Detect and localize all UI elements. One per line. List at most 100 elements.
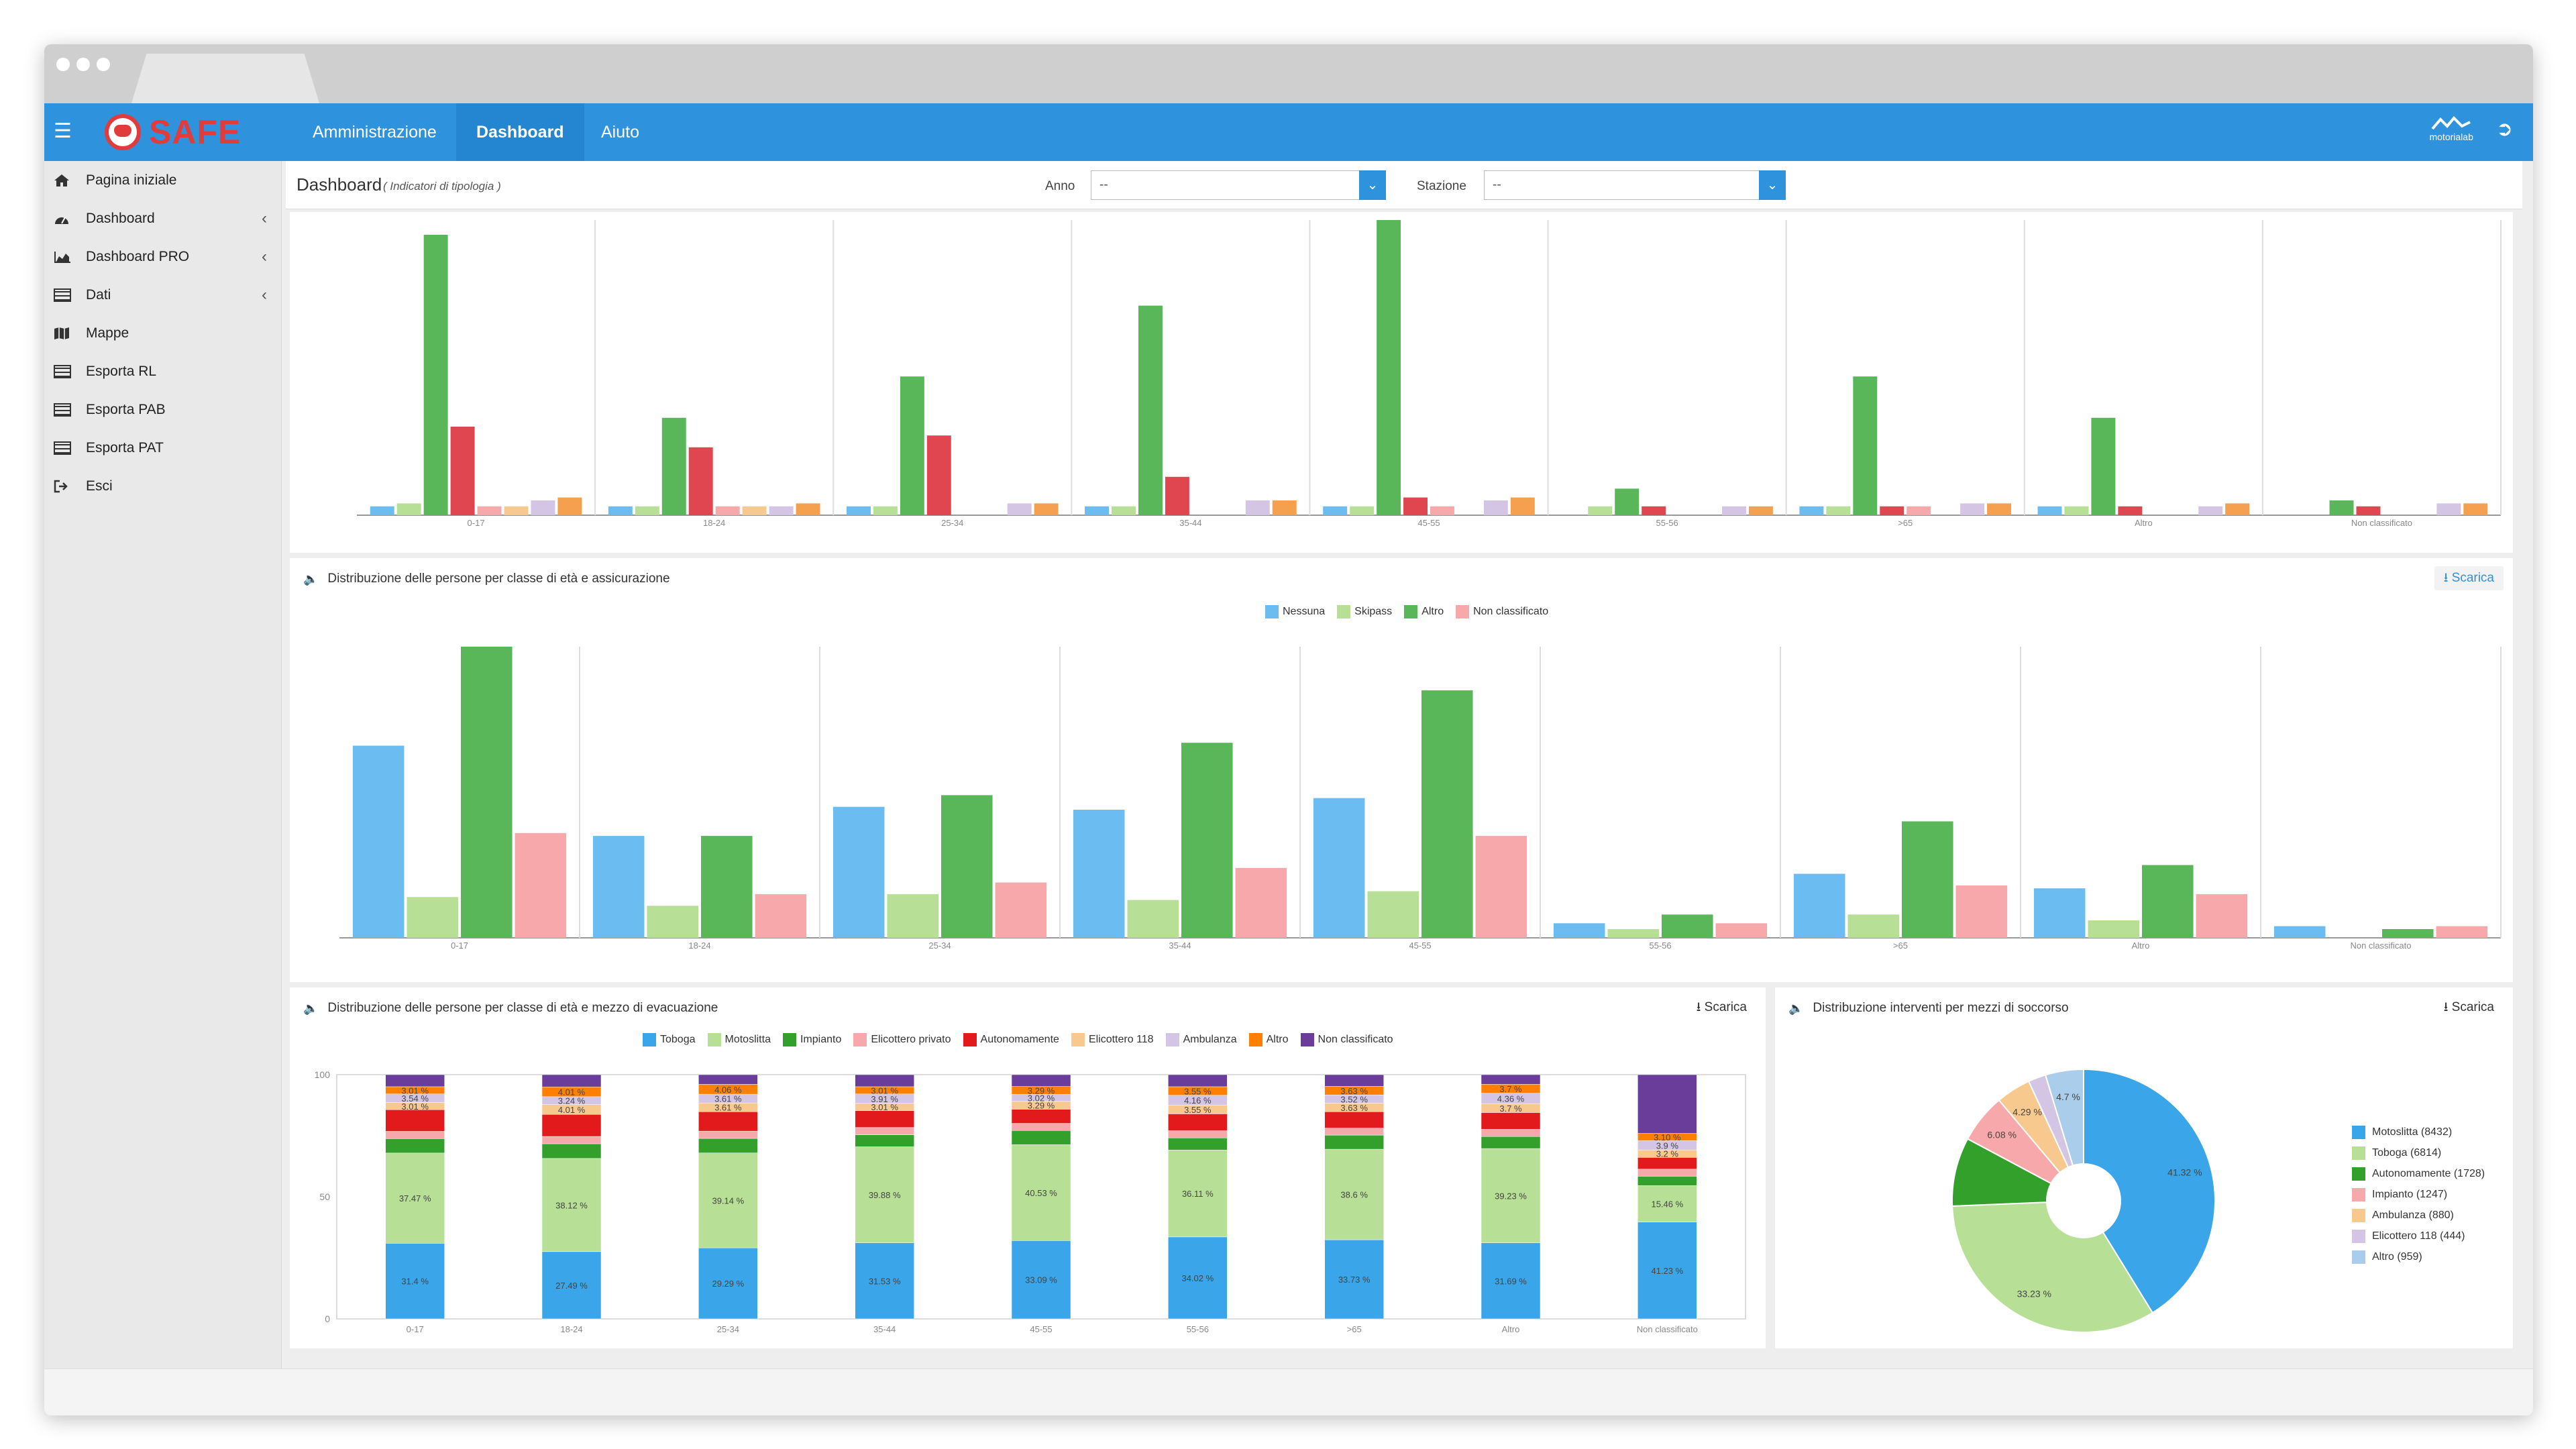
nav-amministrazione[interactable]: Amministrazione [313, 123, 437, 142]
bar-altro-35-44[interactable] [1181, 743, 1233, 938]
download-evacuation-button[interactable]: ⭳ Scarica [1687, 996, 1756, 1020]
stacked-bar-motoslitta-35-44[interactable] [855, 1146, 914, 1243]
bar-altro-45-55[interactable] [1421, 690, 1473, 938]
sidebar-item-dashboard[interactable]: Dashboard ‹ [44, 199, 282, 237]
bar-non-classificato-25-34[interactable] [995, 882, 1047, 938]
bar-altro-18-24[interactable] [701, 836, 753, 938]
nav-aiuto[interactable]: Aiuto [601, 123, 639, 142]
bar-non-classificato-0-17[interactable] [515, 833, 567, 938]
bar-altro-non-classificato[interactable] [2382, 928, 2434, 938]
bar-series-7-non-classificato[interactable] [2463, 503, 2488, 515]
bar-altro-55-56[interactable] [1662, 914, 1713, 938]
legend-item-non-classificato[interactable]: Non classificato [1456, 605, 1548, 619]
bar-series-1-65[interactable] [1826, 506, 1851, 515]
bar-series-7-35-44[interactable] [1272, 500, 1297, 515]
browser-tab[interactable] [131, 54, 319, 103]
bar-series-7-0-17[interactable] [557, 497, 582, 515]
stacked-bar-motoslitta-altro[interactable] [1481, 1148, 1541, 1243]
bar-series-1-45-55[interactable] [1350, 506, 1375, 515]
bar-series-0-25-34[interactable] [846, 506, 871, 515]
bar-series-0-35-44[interactable] [1085, 506, 1110, 515]
bar-nessuna-25-34[interactable] [833, 806, 885, 938]
window-dot-icon[interactable] [76, 58, 90, 71]
bar-nessuna-altro[interactable] [2033, 888, 2086, 938]
download-rescue-button[interactable]: ⭳ Scarica [2434, 996, 2504, 1020]
bar-series-6-0-17[interactable] [531, 500, 555, 515]
bar-series-0-18-24[interactable] [608, 506, 633, 515]
sidebar-item-mappe[interactable]: Mappe [44, 314, 282, 352]
bar-series-2-35-44[interactable] [1138, 305, 1163, 515]
stacked-bar-toboga-18-24[interactable] [541, 1251, 602, 1320]
stacked-bar-motoslitta-non-classificato[interactable] [1638, 1185, 1697, 1222]
bar-non-classificato-non-classificato[interactable] [2436, 926, 2488, 938]
bar-series-1-0-17[interactable] [396, 503, 421, 515]
stacked-bar-autonomamente-18-24[interactable] [541, 1114, 602, 1137]
chevron-down-icon[interactable]: ⌄ [1359, 170, 1386, 200]
bar-non-classificato-65[interactable] [1955, 885, 2008, 938]
bar-series-2-55-56[interactable] [1615, 488, 1640, 515]
bar-series-3-altro[interactable] [2118, 506, 2143, 515]
bar-series-3-18-24[interactable] [688, 447, 713, 515]
stacked-bar-motoslitta-25-34[interactable] [698, 1152, 758, 1248]
bar-series-6-65[interactable] [1960, 503, 1985, 515]
stacked-bar-motoslitta-0-17[interactable] [385, 1152, 445, 1244]
stacked-bar-non-classificato-18-24[interactable] [541, 1074, 602, 1087]
stazione-select[interactable]: -- ⌄ [1484, 170, 1786, 200]
bar-series-7-45-55[interactable] [1510, 497, 1535, 515]
stacked-bar-autonomamente-55-56[interactable] [1168, 1114, 1228, 1131]
bar-series-6-altro[interactable] [2198, 506, 2223, 515]
bar-series-1-18-24[interactable] [635, 506, 659, 515]
legend-item-non-classificato[interactable]: Non classificato [1300, 1033, 1393, 1046]
stacked-bar-elicottero-privato-altro[interactable] [1481, 1129, 1541, 1137]
hamburger-menu-icon[interactable]: ☰ [54, 120, 72, 142]
bar-series-3-65[interactable] [1880, 506, 1904, 515]
bar-series-2-altro[interactable] [2091, 417, 2116, 515]
legend-item-nessuna[interactable]: Nessuna [1265, 605, 1325, 619]
app-logo[interactable]: SAFE [105, 111, 241, 153]
legend-item-altro[interactable]: Altro [1404, 605, 1444, 619]
stacked-bar-elicottero-privato-35-44[interactable] [855, 1127, 914, 1135]
bar-nessuna-55-56[interactable] [1553, 923, 1605, 938]
bar-series-4-65[interactable] [1907, 506, 1931, 515]
stacked-bar-non-classificato-35-44[interactable] [855, 1074, 914, 1087]
bar-nessuna-35-44[interactable] [1073, 810, 1125, 938]
legend-item-motoslitta[interactable]: Motoslitta [707, 1033, 771, 1046]
stacked-bar-elicottero-privato-0-17[interactable] [385, 1131, 445, 1139]
legend-item-autonomamente[interactable]: Autonomamente [963, 1033, 1059, 1046]
stacked-bar-toboga-65[interactable] [1324, 1239, 1384, 1320]
sidebar-item-pagina-iniziale[interactable]: Pagina iniziale [44, 161, 282, 199]
stacked-bar-toboga-0-17[interactable] [385, 1243, 445, 1320]
bar-series-0-65[interactable] [1799, 506, 1824, 515]
stacked-bar-impianto-65[interactable] [1324, 1134, 1384, 1150]
bar-series-1-25-34[interactable] [873, 506, 898, 515]
bar-altro-25-34[interactable] [941, 795, 993, 938]
bar-nessuna-0-17[interactable] [352, 745, 405, 938]
bar-series-2-25-34[interactable] [900, 376, 924, 515]
legend-item-toboga[interactable]: Toboga (6814) [2352, 1142, 2485, 1163]
bar-series-4-18-24[interactable] [715, 506, 740, 515]
legend-item-altro[interactable]: Altro [1248, 1033, 1289, 1046]
legend-item-autonomamente[interactable]: Autonomamente (1728) [2352, 1163, 2485, 1184]
legend-item-skipass[interactable]: Skipass [1337, 605, 1392, 619]
pie-slice-toboga[interactable] [1951, 1199, 2154, 1333]
bar-series-1-altro[interactable] [2064, 506, 2089, 515]
bar-skipass-45-55[interactable] [1367, 891, 1419, 938]
legend-item-toboga[interactable]: Toboga [643, 1033, 696, 1046]
bar-skipass-18-24[interactable] [647, 906, 698, 938]
stacked-bar-toboga-35-44[interactable] [855, 1242, 914, 1320]
stacked-bar-autonomamente-65[interactable] [1324, 1111, 1384, 1128]
stacked-bar-autonomamente-non-classificato[interactable] [1638, 1157, 1697, 1170]
stacked-bar-toboga-25-34[interactable] [698, 1247, 758, 1320]
bar-non-classificato-18-24[interactable] [755, 894, 807, 938]
bar-series-6-55-56[interactable] [1722, 506, 1746, 515]
bar-altro-65[interactable] [1902, 821, 1953, 938]
bar-skipass-25-34[interactable] [887, 894, 938, 938]
stacked-bar-toboga-55-56[interactable] [1168, 1236, 1228, 1320]
sidebar-item-esci[interactable]: Esci [44, 467, 282, 505]
stacked-bar-elicottero-privato-25-34[interactable] [698, 1130, 758, 1139]
anno-select[interactable]: -- ⌄ [1091, 170, 1386, 200]
nav-dashboard[interactable]: Dashboard [456, 103, 584, 161]
bar-series-0-altro[interactable] [2037, 506, 2062, 515]
legend-item-ambulanza[interactable]: Ambulanza [1165, 1033, 1237, 1046]
bar-series-4-45-55[interactable] [1430, 506, 1454, 515]
